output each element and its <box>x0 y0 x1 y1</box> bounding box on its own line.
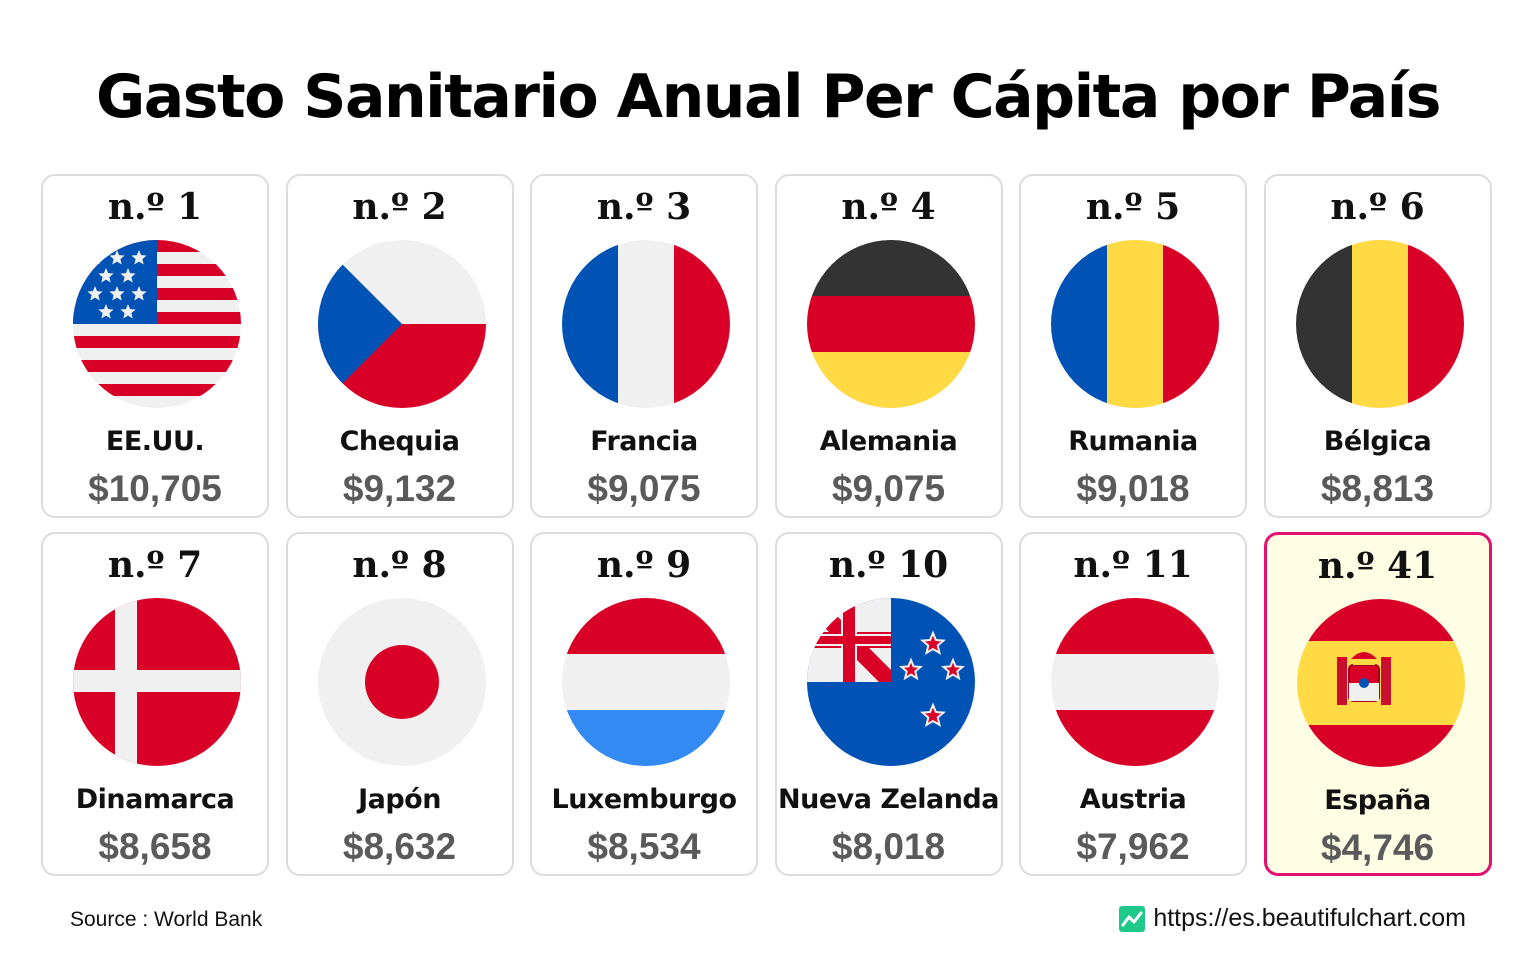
luxembourg-flag-icon <box>562 598 730 766</box>
country-name: Dinamarca <box>75 784 235 815</box>
rank-label: n.º 1 <box>107 186 203 228</box>
country-card-highlighted: n.º 41 España $4,746 <box>1263 532 1492 876</box>
france-flag-icon <box>562 240 730 408</box>
country-card: n.º 8 Japón $8,632 <box>285 532 514 876</box>
spending-value: $8,658 <box>98 826 212 867</box>
country-card: n.º 6 Bélgica $8,813 <box>1263 174 1492 518</box>
country-name: Chequia <box>339 426 460 457</box>
country-card: n.º 3 Francia $9,075 <box>530 174 758 518</box>
country-name: Austria <box>1079 784 1187 815</box>
spending-value: $7,962 <box>1076 826 1190 867</box>
country-card: n.º 10 Nueva Zelanda $8,018 <box>774 532 1003 876</box>
rank-label: n.º 11 <box>1073 544 1193 586</box>
germany-flag-icon <box>806 240 975 408</box>
rank-label: n.º 7 <box>107 544 203 586</box>
country-name: Rumania <box>1068 426 1198 457</box>
spending-value: $8,534 <box>587 826 701 867</box>
country-card: n.º 7 Dinamarca $8,658 <box>41 532 269 876</box>
spending-value: $10,705 <box>88 468 222 509</box>
country-card: n.º 5 Rumania $9,018 <box>1019 174 1247 518</box>
spending-value: $9,075 <box>831 468 946 509</box>
spending-value: $4,746 <box>1320 827 1435 868</box>
chart-title: Gasto Sanitario Anual Per Cápita por Paí… <box>96 62 1442 132</box>
country-card: n.º 11 Austria $7,962 <box>1019 532 1247 876</box>
czech-flag-icon <box>317 240 486 408</box>
us-flag-icon <box>73 240 241 408</box>
rank-label: n.º 10 <box>828 544 949 586</box>
country-card: n.º 2 Chequia $9,132 <box>285 174 514 518</box>
rank-label: n.º 3 <box>596 186 692 228</box>
denmark-flag-icon <box>73 598 241 766</box>
rank-label: n.º 41 <box>1317 545 1438 587</box>
country-name: Nueva Zelanda <box>778 784 999 815</box>
spending-value: $8,632 <box>342 826 457 867</box>
spending-value: $8,018 <box>831 826 946 867</box>
chart-logo-icon <box>1119 905 1146 932</box>
country-card: n.º 4 Alemania $9,075 <box>774 174 1003 518</box>
rank-label: n.º 6 <box>1330 186 1425 228</box>
spending-value: $9,018 <box>1076 468 1190 509</box>
rank-label: n.º 2 <box>352 186 447 228</box>
rank-label: n.º 8 <box>352 544 447 586</box>
austria-flag-icon <box>1051 598 1219 766</box>
country-name: Japón <box>358 784 441 815</box>
country-name: Francia <box>590 426 698 457</box>
spending-value: $9,132 <box>342 468 457 509</box>
new-zealand-flag-icon <box>806 598 975 766</box>
belgium-flag-icon <box>1295 240 1464 408</box>
rank-label: n.º 5 <box>1085 186 1181 228</box>
source-note: Source : World Bank <box>70 908 263 931</box>
website-link[interactable]: https://es.beautifulchart.com <box>1119 904 1466 933</box>
spending-value: $8,813 <box>1320 468 1435 509</box>
country-name: Bélgica <box>1323 426 1432 457</box>
country-name: Luxemburgo <box>551 784 737 815</box>
country-name: Alemania <box>819 426 958 457</box>
country-name: EE.UU. <box>105 426 205 457</box>
romania-flag-icon <box>1051 240 1219 408</box>
japan-flag-icon <box>317 598 486 766</box>
country-name: España <box>1324 785 1431 816</box>
website-url: https://es.beautifulchart.com <box>1153 904 1466 932</box>
country-card: n.º 1 EE.UU. $10,705 <box>41 174 269 518</box>
country-card: n.º 9 Luxemburgo $8,534 <box>530 532 758 876</box>
rank-label: n.º 9 <box>596 544 692 586</box>
spain-flag-icon <box>1296 599 1465 767</box>
spending-value: $9,075 <box>587 468 701 509</box>
rank-label: n.º 4 <box>841 186 936 228</box>
